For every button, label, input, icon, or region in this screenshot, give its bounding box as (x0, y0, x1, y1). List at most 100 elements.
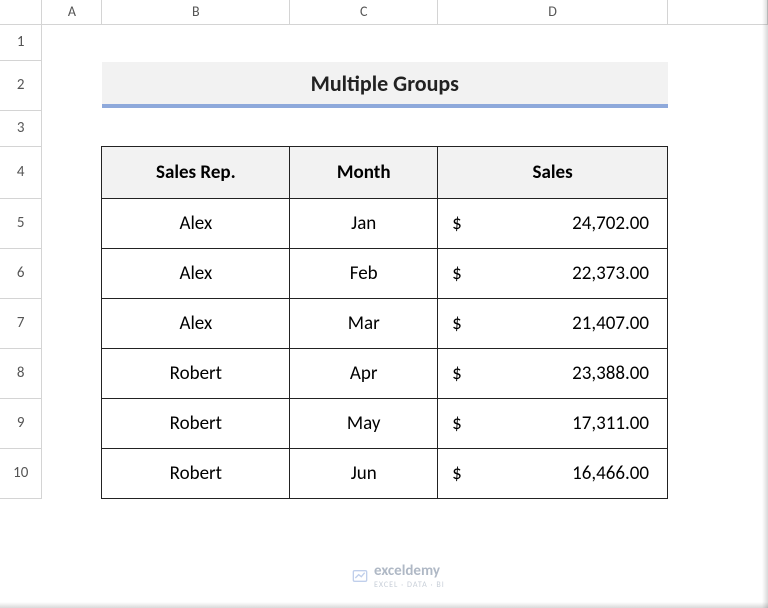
table-row: 6 Alex Feb $ 22,373.00 (0, 248, 768, 298)
cell-rest-6[interactable] (668, 248, 768, 298)
cell-A8[interactable] (42, 348, 102, 398)
row-header-2[interactable]: 2 (0, 60, 42, 110)
currency-symbol: $ (452, 212, 462, 235)
cell-sales[interactable]: $ 22,373.00 (438, 248, 668, 298)
cell-rest-4[interactable] (668, 146, 768, 198)
row-header-8[interactable]: 8 (0, 348, 42, 398)
title-wrap: Multiple Groups (102, 62, 668, 108)
row-header-4[interactable]: 4 (0, 146, 42, 198)
row-header-5[interactable]: 5 (0, 198, 42, 248)
cell-rep[interactable]: Alex (102, 298, 290, 348)
table-row: 5 Alex Jan $ 24,702.00 (0, 198, 768, 248)
cell-D3[interactable] (438, 110, 668, 146)
shadow-bottom (0, 602, 768, 608)
sales-value: 24,702.00 (572, 212, 649, 235)
cell-A10[interactable] (42, 448, 102, 498)
cell-C3[interactable] (290, 110, 438, 146)
row-header-3[interactable]: 3 (0, 110, 42, 146)
money-wrap: $ 21,407.00 (438, 312, 667, 335)
cell-rest-8[interactable] (668, 348, 768, 398)
col-header-C[interactable]: C (290, 0, 438, 24)
cell-rest-1[interactable] (668, 24, 768, 60)
cell-month[interactable]: Jan (290, 198, 438, 248)
money-wrap: $ 17,311.00 (438, 412, 667, 435)
cell-month[interactable]: Feb (290, 248, 438, 298)
cell-rest-9[interactable] (668, 398, 768, 448)
col-header-D[interactable]: D (438, 0, 668, 24)
cell-rest-7[interactable] (668, 298, 768, 348)
currency-symbol: $ (452, 462, 462, 485)
cell-sales[interactable]: $ 16,466.00 (438, 448, 668, 498)
cell-sales[interactable]: $ 23,388.00 (438, 348, 668, 398)
cell-rest-10[interactable] (668, 448, 768, 498)
table-header-month[interactable]: Month (290, 146, 438, 198)
logo-icon (352, 568, 368, 584)
row-header-10[interactable]: 10 (0, 448, 42, 498)
spreadsheet: A B C D 1 2 Multiple Groups (0, 0, 768, 499)
cell-rep[interactable]: Robert (102, 348, 290, 398)
cell-rep[interactable]: Robert (102, 398, 290, 448)
table-row: 7 Alex Mar $ 21,407.00 (0, 298, 768, 348)
currency-symbol: $ (452, 262, 462, 285)
cell-month[interactable]: Mar (290, 298, 438, 348)
table-row: 10 Robert Jun $ 16,466.00 (0, 448, 768, 498)
sales-value: 21,407.00 (572, 312, 649, 335)
currency-symbol: $ (452, 362, 462, 385)
page-title: Multiple Groups (311, 70, 459, 97)
select-all-corner[interactable] (0, 0, 42, 24)
cell-rest-5[interactable] (668, 198, 768, 248)
cell-A2[interactable] (42, 60, 102, 110)
watermark-main: exceldemy (374, 562, 445, 580)
cell-A3[interactable] (42, 110, 102, 146)
currency-symbol: $ (452, 412, 462, 435)
cell-rest-3[interactable] (668, 110, 768, 146)
cell-A4[interactable] (42, 146, 102, 198)
cell-A6[interactable] (42, 248, 102, 298)
cell-sales[interactable]: $ 24,702.00 (438, 198, 668, 248)
row-header-6[interactable]: 6 (0, 248, 42, 298)
row-header-1[interactable]: 1 (0, 24, 42, 60)
table-header-salesrep[interactable]: Sales Rep. (102, 146, 290, 198)
cell-B1[interactable] (102, 24, 290, 60)
cell-month[interactable]: May (290, 398, 438, 448)
table-row: 8 Robert Apr $ 23,388.00 (0, 348, 768, 398)
cell-rep[interactable]: Alex (102, 198, 290, 248)
row-header-9[interactable]: 9 (0, 398, 42, 448)
cell-rep[interactable]: Alex (102, 248, 290, 298)
watermark-sub: EXCEL · DATA · BI (374, 580, 445, 590)
watermark-text: exceldemy EXCEL · DATA · BI (374, 562, 445, 590)
grid[interactable]: A B C D 1 2 Multiple Groups (0, 0, 768, 499)
col-header-rest (668, 0, 768, 24)
table-row: 9 Robert May $ 17,311.00 (0, 398, 768, 448)
currency-symbol: $ (452, 312, 462, 335)
row-header-7[interactable]: 7 (0, 298, 42, 348)
sales-value: 17,311.00 (572, 412, 649, 435)
money-wrap: $ 23,388.00 (438, 362, 667, 385)
cell-A9[interactable] (42, 398, 102, 448)
sales-value: 16,466.00 (572, 462, 649, 485)
sales-value: 23,388.00 (572, 362, 649, 385)
cell-B3[interactable] (102, 110, 290, 146)
title-cell[interactable]: Multiple Groups (102, 60, 668, 110)
column-header-row: A B C D (0, 0, 768, 24)
cell-rep[interactable]: Robert (102, 448, 290, 498)
sales-value: 22,373.00 (572, 262, 649, 285)
table-header-sales[interactable]: Sales (438, 146, 668, 198)
cell-month[interactable]: Apr (290, 348, 438, 398)
cell-sales[interactable]: $ 21,407.00 (438, 298, 668, 348)
cell-A7[interactable] (42, 298, 102, 348)
cell-A5[interactable] (42, 198, 102, 248)
col-header-B[interactable]: B (102, 0, 290, 24)
money-wrap: $ 24,702.00 (438, 212, 667, 235)
cell-D1[interactable] (438, 24, 668, 60)
money-wrap: $ 16,466.00 (438, 462, 667, 485)
cell-sales[interactable]: $ 17,311.00 (438, 398, 668, 448)
watermark: exceldemy EXCEL · DATA · BI (352, 562, 445, 590)
cell-rest-2[interactable] (668, 60, 768, 110)
cell-A1[interactable] (42, 24, 102, 60)
shadow-right (762, 0, 768, 608)
money-wrap: $ 22,373.00 (438, 262, 667, 285)
cell-month[interactable]: Jun (290, 448, 438, 498)
cell-C1[interactable] (290, 24, 438, 60)
col-header-A[interactable]: A (42, 0, 102, 24)
